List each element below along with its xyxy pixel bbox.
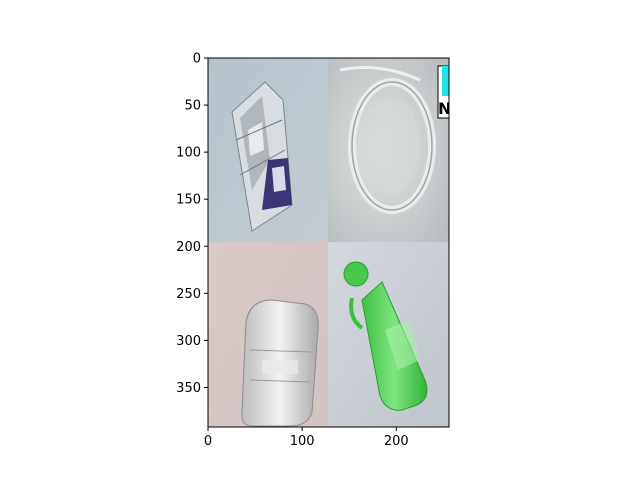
panel-green-bottle-image (328, 242, 449, 427)
svg-text:N: N (438, 99, 451, 118)
y-tick-label: 50 (184, 99, 201, 114)
axis-ticks: 0 100 200 0 50 100 150 200 250 300 350 (176, 52, 409, 450)
panel-clear-container-image (208, 242, 328, 427)
y-tick-label: 100 (176, 146, 201, 161)
panel-wrapper-image (208, 58, 328, 242)
x-tick-label: 200 (384, 434, 409, 449)
x-tick-label: 100 (290, 434, 315, 449)
axes-frame (207, 57, 450, 428)
y-tick-label: 200 (176, 240, 201, 255)
y-tick-label: 300 (176, 334, 201, 349)
y-tick-label: 350 (176, 381, 201, 396)
y-tick-label: 250 (176, 287, 201, 302)
panel-bottle-base-image: N (328, 58, 451, 242)
x-tick-label: 0 (204, 434, 212, 449)
y-tick-label: 150 (176, 193, 201, 208)
y-tick-label: 0 (193, 52, 201, 67)
